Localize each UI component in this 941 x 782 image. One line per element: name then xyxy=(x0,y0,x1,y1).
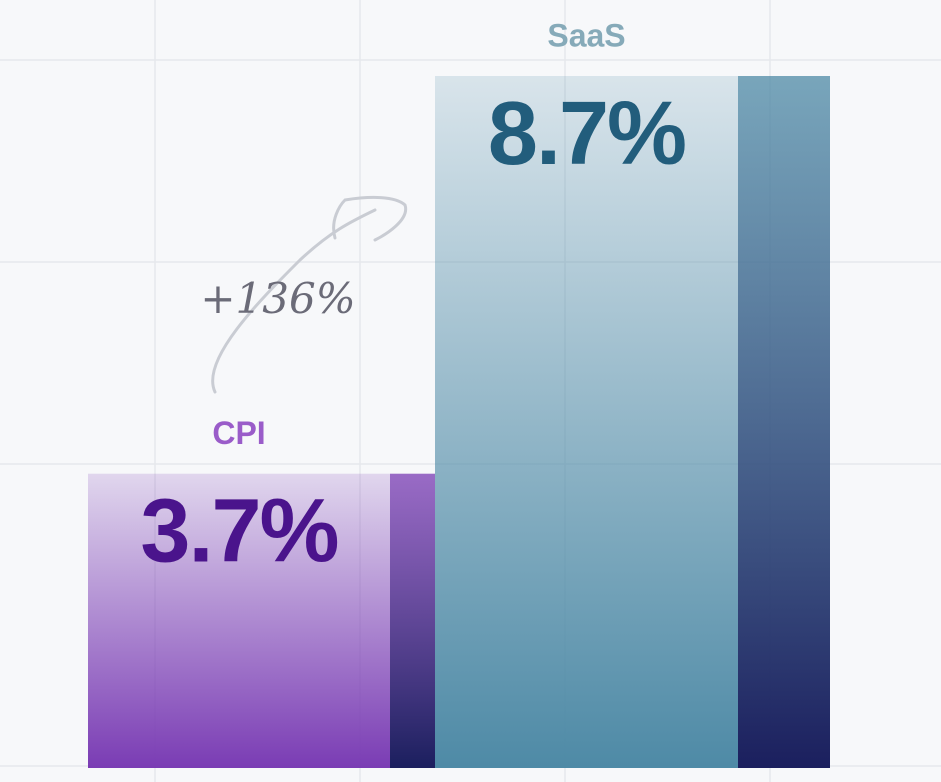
bar-group: 8.7% SaaS xyxy=(435,17,830,768)
bar-side xyxy=(738,76,830,768)
bar xyxy=(435,76,738,768)
bar-side xyxy=(390,473,435,768)
category-label: SaaS xyxy=(547,17,625,53)
bars: 3.7% CPI 8.7% SaaS xyxy=(88,17,830,768)
annotation: +136% xyxy=(200,274,355,323)
value-label: 3.7% xyxy=(140,481,337,581)
bar xyxy=(88,473,390,768)
arrow xyxy=(211,195,408,394)
category-label: CPI xyxy=(212,415,265,451)
bar-group: 3.7% CPI xyxy=(88,415,435,768)
value-label: 8.7% xyxy=(488,84,685,184)
